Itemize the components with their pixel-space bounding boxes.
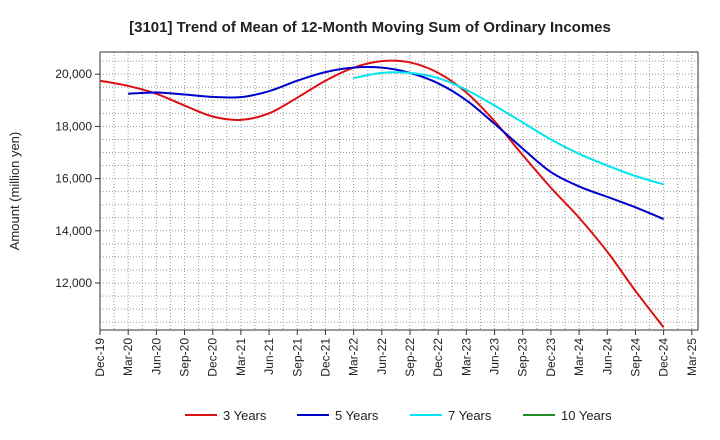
x-tick-label: Jun-20 [149, 338, 163, 375]
x-tick-label: Sep-21 [290, 338, 304, 377]
x-tick-label: Mar-24 [572, 338, 586, 376]
x-tick-label: Sep-20 [178, 338, 192, 377]
plot-area-border [99, 51, 699, 331]
grid-lines [99, 52, 698, 330]
x-tick-label: Mar-21 [234, 338, 248, 376]
x-tick-label: Dec-19 [93, 338, 107, 377]
legend-label: 7 Years [448, 408, 492, 423]
y-axis-label: Amount (million yen) [7, 132, 22, 251]
legend-item-5-years: 5 Years [297, 408, 379, 423]
x-tick-label: Mar-23 [459, 338, 473, 376]
x-tick-label: Dec-24 [657, 338, 671, 377]
x-tick-label: Jun-21 [262, 338, 276, 375]
y-tick-label: 14,000 [55, 224, 92, 238]
x-tick-label: Dec-23 [544, 338, 558, 377]
x-tick-label: Mar-20 [121, 338, 135, 376]
legend: 3 Years 5 Years 7 Years 10 Years [185, 408, 612, 423]
y-tick-label: 12,000 [55, 276, 92, 290]
y-tick-label: 20,000 [55, 67, 92, 81]
series-layer [99, 59, 665, 329]
x-tick-label: Dec-21 [318, 338, 332, 377]
legend-item-3-years: 3 Years [185, 408, 267, 423]
x-tick-label: Dec-20 [206, 338, 220, 377]
x-tick-label: Jun-24 [600, 338, 614, 375]
legend-label: 5 Years [335, 408, 379, 423]
series-line-3-years [99, 59, 665, 329]
legend-label: 3 Years [223, 408, 267, 423]
y-axis: 12,000 14,000 16,000 18,000 20,000 [55, 67, 100, 290]
y-tick-label: 18,000 [55, 119, 92, 133]
legend-item-10-years: 10 Years [523, 408, 612, 423]
x-tick-label: Mar-25 [685, 338, 699, 376]
x-tick-label: Jun-23 [488, 338, 502, 375]
x-tick-label: Jun-22 [375, 338, 389, 375]
legend-label: 10 Years [561, 408, 612, 423]
x-tick-label: Sep-24 [628, 338, 642, 377]
x-tick-label: Mar-22 [347, 338, 361, 376]
legend-item-7-years: 7 Years [410, 408, 492, 423]
x-tick-label: Sep-22 [403, 338, 417, 377]
x-tick-label: Dec-22 [431, 338, 445, 377]
x-tick-label: Sep-23 [516, 338, 530, 377]
chart-title: [3101] Trend of Mean of 12-Month Moving … [129, 19, 611, 36]
y-tick-label: 16,000 [55, 172, 92, 186]
x-axis: Dec-19 Mar-20 Jun-20 Sep-20 Dec-20 Mar-21 Jun-… [93, 330, 699, 377]
series-line-7-years [353, 71, 664, 186]
series-line-5-years [128, 66, 665, 220]
